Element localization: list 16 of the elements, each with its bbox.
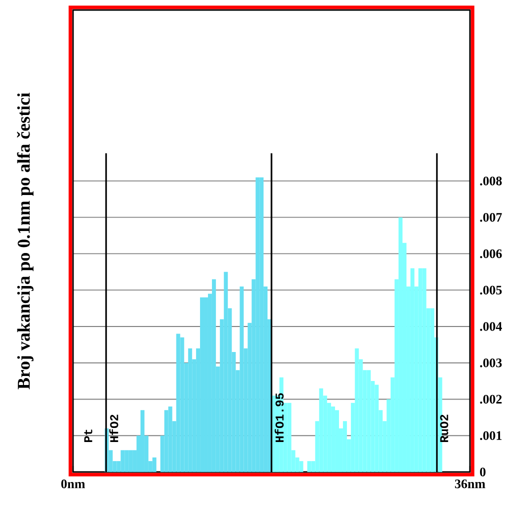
ref-line-label: HfO2 bbox=[109, 414, 118, 442]
ref-line-label: HfO1.95 bbox=[274, 393, 284, 442]
y-tick-label: 0 bbox=[480, 468, 486, 476]
y-tick-label: .008 bbox=[480, 176, 502, 186]
annotation: Pt bbox=[84, 430, 92, 442]
x-tick-label: 36nm bbox=[455, 480, 486, 488]
y-tick-label: .007 bbox=[480, 212, 502, 222]
y-tick-label: .001 bbox=[480, 431, 502, 440]
y-tick-label: .004 bbox=[480, 322, 502, 331]
y-axis-title: Broj vakancija po 0.1nm po alfa čestici bbox=[17, 92, 34, 390]
y-tick-label: .002 bbox=[480, 394, 502, 404]
x-tick-label: 0nm bbox=[61, 480, 86, 488]
y-tick-label: .005 bbox=[480, 286, 502, 295]
y-tick-label: .003 bbox=[480, 358, 502, 368]
ref-line-label: RuO2 bbox=[440, 414, 448, 442]
y-tick-label: .006 bbox=[480, 249, 502, 258]
